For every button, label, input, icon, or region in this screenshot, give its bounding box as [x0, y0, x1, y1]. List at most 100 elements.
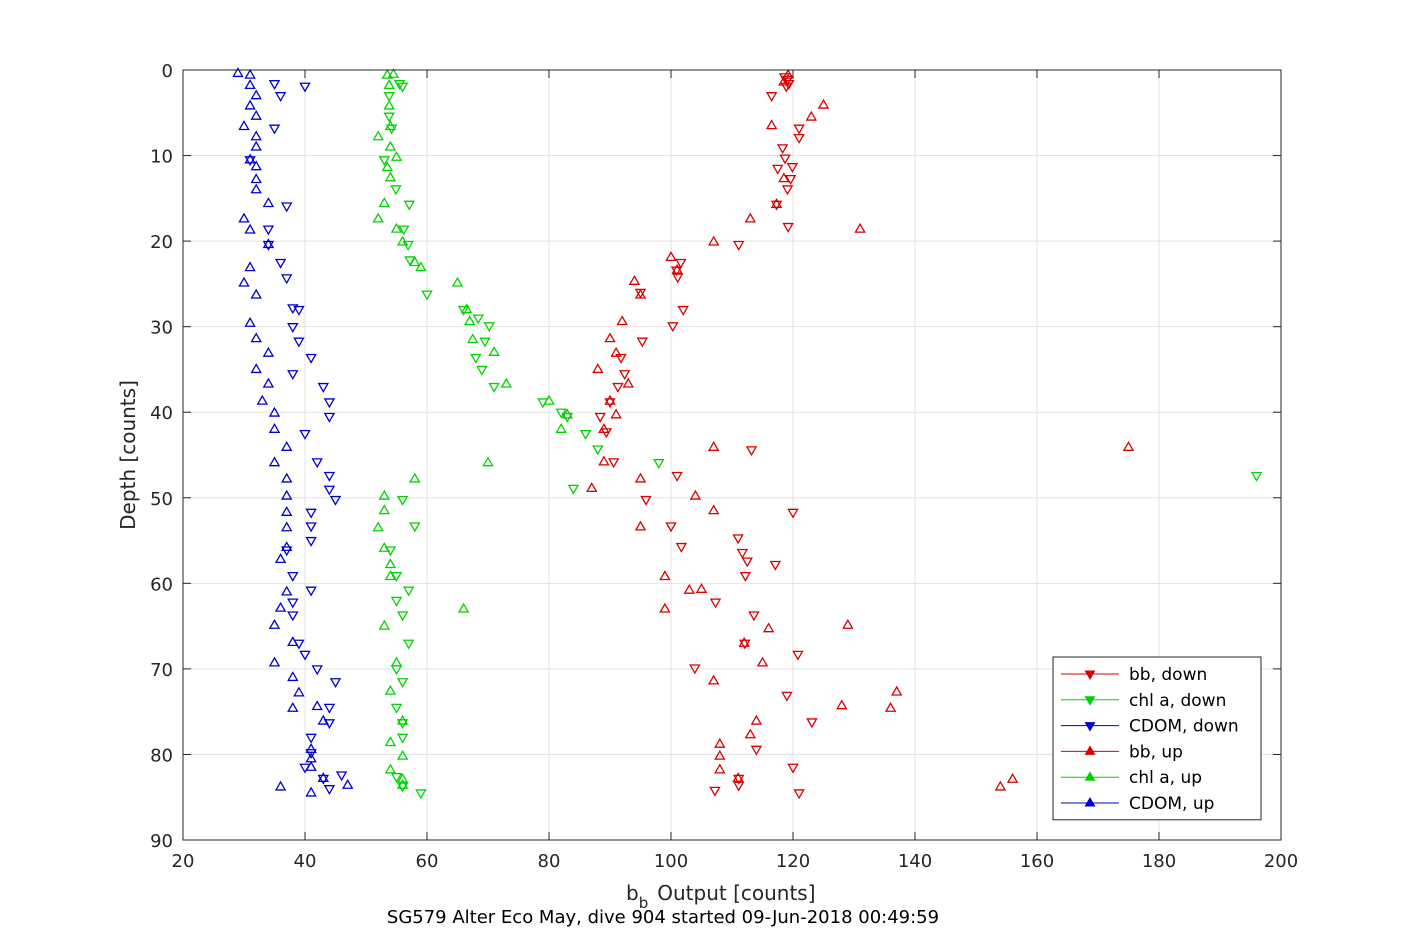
data-point: [741, 557, 753, 568]
data-point: [695, 583, 708, 593]
data-point: [689, 489, 702, 500]
legend-label: bb, up: [1129, 742, 1183, 762]
legend-item: CDOM, up: [1061, 794, 1214, 814]
data-point: [403, 200, 416, 211]
legend-item: chl a, up: [1061, 768, 1202, 788]
y-tick-label: 50: [150, 489, 173, 510]
data-point: [378, 619, 391, 630]
data-point: [287, 611, 299, 622]
data-point: [317, 772, 330, 783]
data-point: [709, 598, 722, 609]
axis-ticks: 20 40 60 80 100 120 140 160 180 200 0 10 20 30 40 50 60 7…: [150, 61, 1298, 872]
data-point: [750, 714, 763, 725]
data-point: [817, 98, 830, 109]
data-point: [287, 701, 299, 712]
data-point: [262, 346, 275, 357]
data-point: [250, 130, 262, 141]
data-point: [762, 622, 775, 633]
data-point: [305, 536, 317, 547]
data-point: [659, 570, 671, 581]
data-point: [268, 80, 281, 90]
data-point: [244, 316, 256, 327]
data-point: [665, 251, 677, 262]
data-point: [457, 305, 470, 316]
data-point: [598, 423, 610, 433]
data-point: [244, 153, 256, 164]
data-point: [707, 504, 720, 515]
data-point: [256, 394, 269, 405]
data-point: [671, 471, 683, 482]
x-axis-label: bb Output [counts]: [626, 881, 816, 912]
data-point: [384, 763, 397, 774]
y-tick-label: 60: [150, 574, 173, 595]
legend-label: chl a, up: [1129, 768, 1202, 788]
data-point: [323, 785, 336, 795]
data-point: [616, 315, 628, 326]
series-0: [594, 73, 818, 800]
legend-label: chl a, down: [1129, 691, 1226, 711]
data-point: [1006, 772, 1019, 783]
data-point: [287, 636, 299, 647]
data-point: [305, 760, 317, 771]
data-point: [748, 611, 760, 622]
data-point: [884, 701, 897, 712]
legend-item: CDOM, down: [1061, 717, 1239, 737]
data-point: [409, 472, 421, 483]
data-point: [628, 275, 641, 285]
data-point: [770, 200, 783, 211]
series-5: [232, 67, 354, 797]
data-point: [610, 346, 622, 357]
data-point: [396, 714, 409, 725]
data-point: [772, 164, 784, 175]
data-point: [317, 382, 330, 393]
data-point: [421, 290, 433, 301]
x-tick-label: 40: [294, 851, 317, 872]
data-point: [472, 314, 484, 325]
data-point: [244, 68, 256, 79]
data-point: [396, 495, 409, 506]
data-point: [636, 337, 649, 348]
data-point: [778, 172, 790, 183]
data-point: [384, 736, 397, 747]
data-point: [238, 212, 250, 223]
data-point: [683, 583, 696, 594]
data-point: [787, 763, 799, 774]
data-point: [622, 377, 635, 388]
data-point: [299, 82, 311, 93]
data-point: [612, 382, 624, 393]
data-point: [390, 571, 403, 582]
x-tick-label: 100: [654, 851, 688, 872]
data-point: [675, 258, 687, 269]
data-point: [372, 521, 384, 532]
data-point: [396, 733, 409, 744]
data-point: [854, 222, 866, 233]
legend-marker: [1084, 722, 1096, 732]
data-point: [287, 323, 299, 333]
data-point: [750, 745, 763, 756]
legend-marker: [1084, 771, 1096, 781]
data-point: [274, 780, 287, 791]
y-tick-label: 10: [150, 147, 173, 168]
data-point: [280, 202, 293, 213]
x-tick-label: 20: [172, 851, 195, 872]
data-point: [744, 212, 757, 223]
data-point: [372, 130, 384, 141]
data-point: [592, 445, 604, 456]
data-point: [467, 333, 479, 344]
data-point: [378, 489, 391, 500]
data-point: [598, 455, 610, 466]
data-point: [784, 175, 797, 185]
data-point: [618, 370, 631, 381]
data-point: [409, 256, 421, 267]
data-point: [1122, 440, 1135, 451]
data-point: [615, 353, 627, 364]
data-point: [634, 472, 647, 483]
data-point: [745, 446, 758, 457]
data-point: [384, 684, 397, 695]
data-point: [293, 337, 305, 348]
data-point: [262, 240, 275, 251]
legend-marker: [1084, 696, 1096, 706]
data-point: [287, 571, 299, 582]
x-tick-label: 180: [1142, 851, 1176, 872]
